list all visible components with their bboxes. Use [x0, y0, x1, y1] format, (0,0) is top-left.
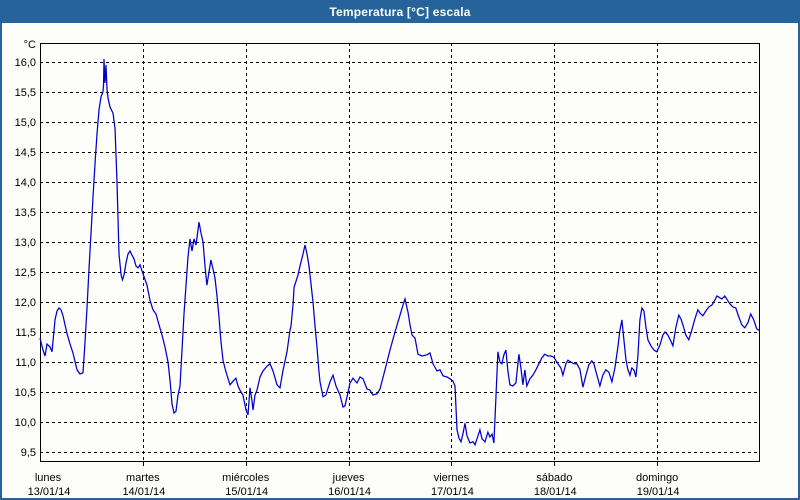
y-tick-label: 11,0: [15, 357, 36, 369]
x-date-label: 16/01/14: [328, 486, 371, 498]
temperature-series-line: [39, 58, 761, 447]
y-tick-label: 14,0: [15, 177, 36, 189]
x-day-label: jueves: [332, 472, 365, 484]
window-title: Temperatura [°C] escala: [2, 2, 798, 23]
y-tick-label: 12,5: [15, 267, 36, 279]
y-axis-unit-label: °C: [24, 39, 36, 51]
y-tick-label: 15,5: [15, 87, 36, 99]
x-date-label: 17/01/14: [431, 486, 474, 498]
y-tick-label: 12,0: [15, 297, 36, 309]
x-date-label: 15/01/14: [225, 486, 268, 498]
plot-frame: [40, 43, 760, 462]
y-tick-label: 14,5: [15, 147, 36, 159]
temperature-chart: 16,0 15,5 15,0 14,5 14,0 13,5 13,0 12,5 12,0 11,5…: [15, 39, 761, 498]
y-tick-label: 13,5: [15, 207, 36, 219]
x-date-label: 19/01/14: [637, 486, 680, 498]
x-date-label: 14/01/14: [122, 486, 165, 498]
y-tick-label: 10,5: [15, 387, 36, 399]
y-tick-label: 10,0: [15, 417, 36, 429]
y-tick-label: 9,5: [21, 447, 36, 459]
x-day-label: sábado: [536, 472, 572, 484]
y-tick-label: 11,5: [15, 327, 36, 339]
y-tick-label: 15,0: [15, 117, 36, 129]
y-tick-label: 16,0: [15, 57, 36, 69]
y-tick-label: 13,0: [15, 237, 36, 249]
x-day-label: domingo: [636, 472, 678, 484]
chart-area: 16,0 15,5 15,0 14,5 14,0 13,5 13,0 12,5 12,0 11,5…: [2, 23, 798, 498]
x-date-label: 18/01/14: [534, 486, 577, 498]
x-date-label: 13/01/14: [28, 486, 71, 498]
x-day-label: martes: [126, 472, 160, 484]
x-day-label: lunes: [35, 472, 62, 484]
x-day-label: viernes: [434, 472, 470, 484]
x-day-label: miércoles: [222, 472, 270, 484]
